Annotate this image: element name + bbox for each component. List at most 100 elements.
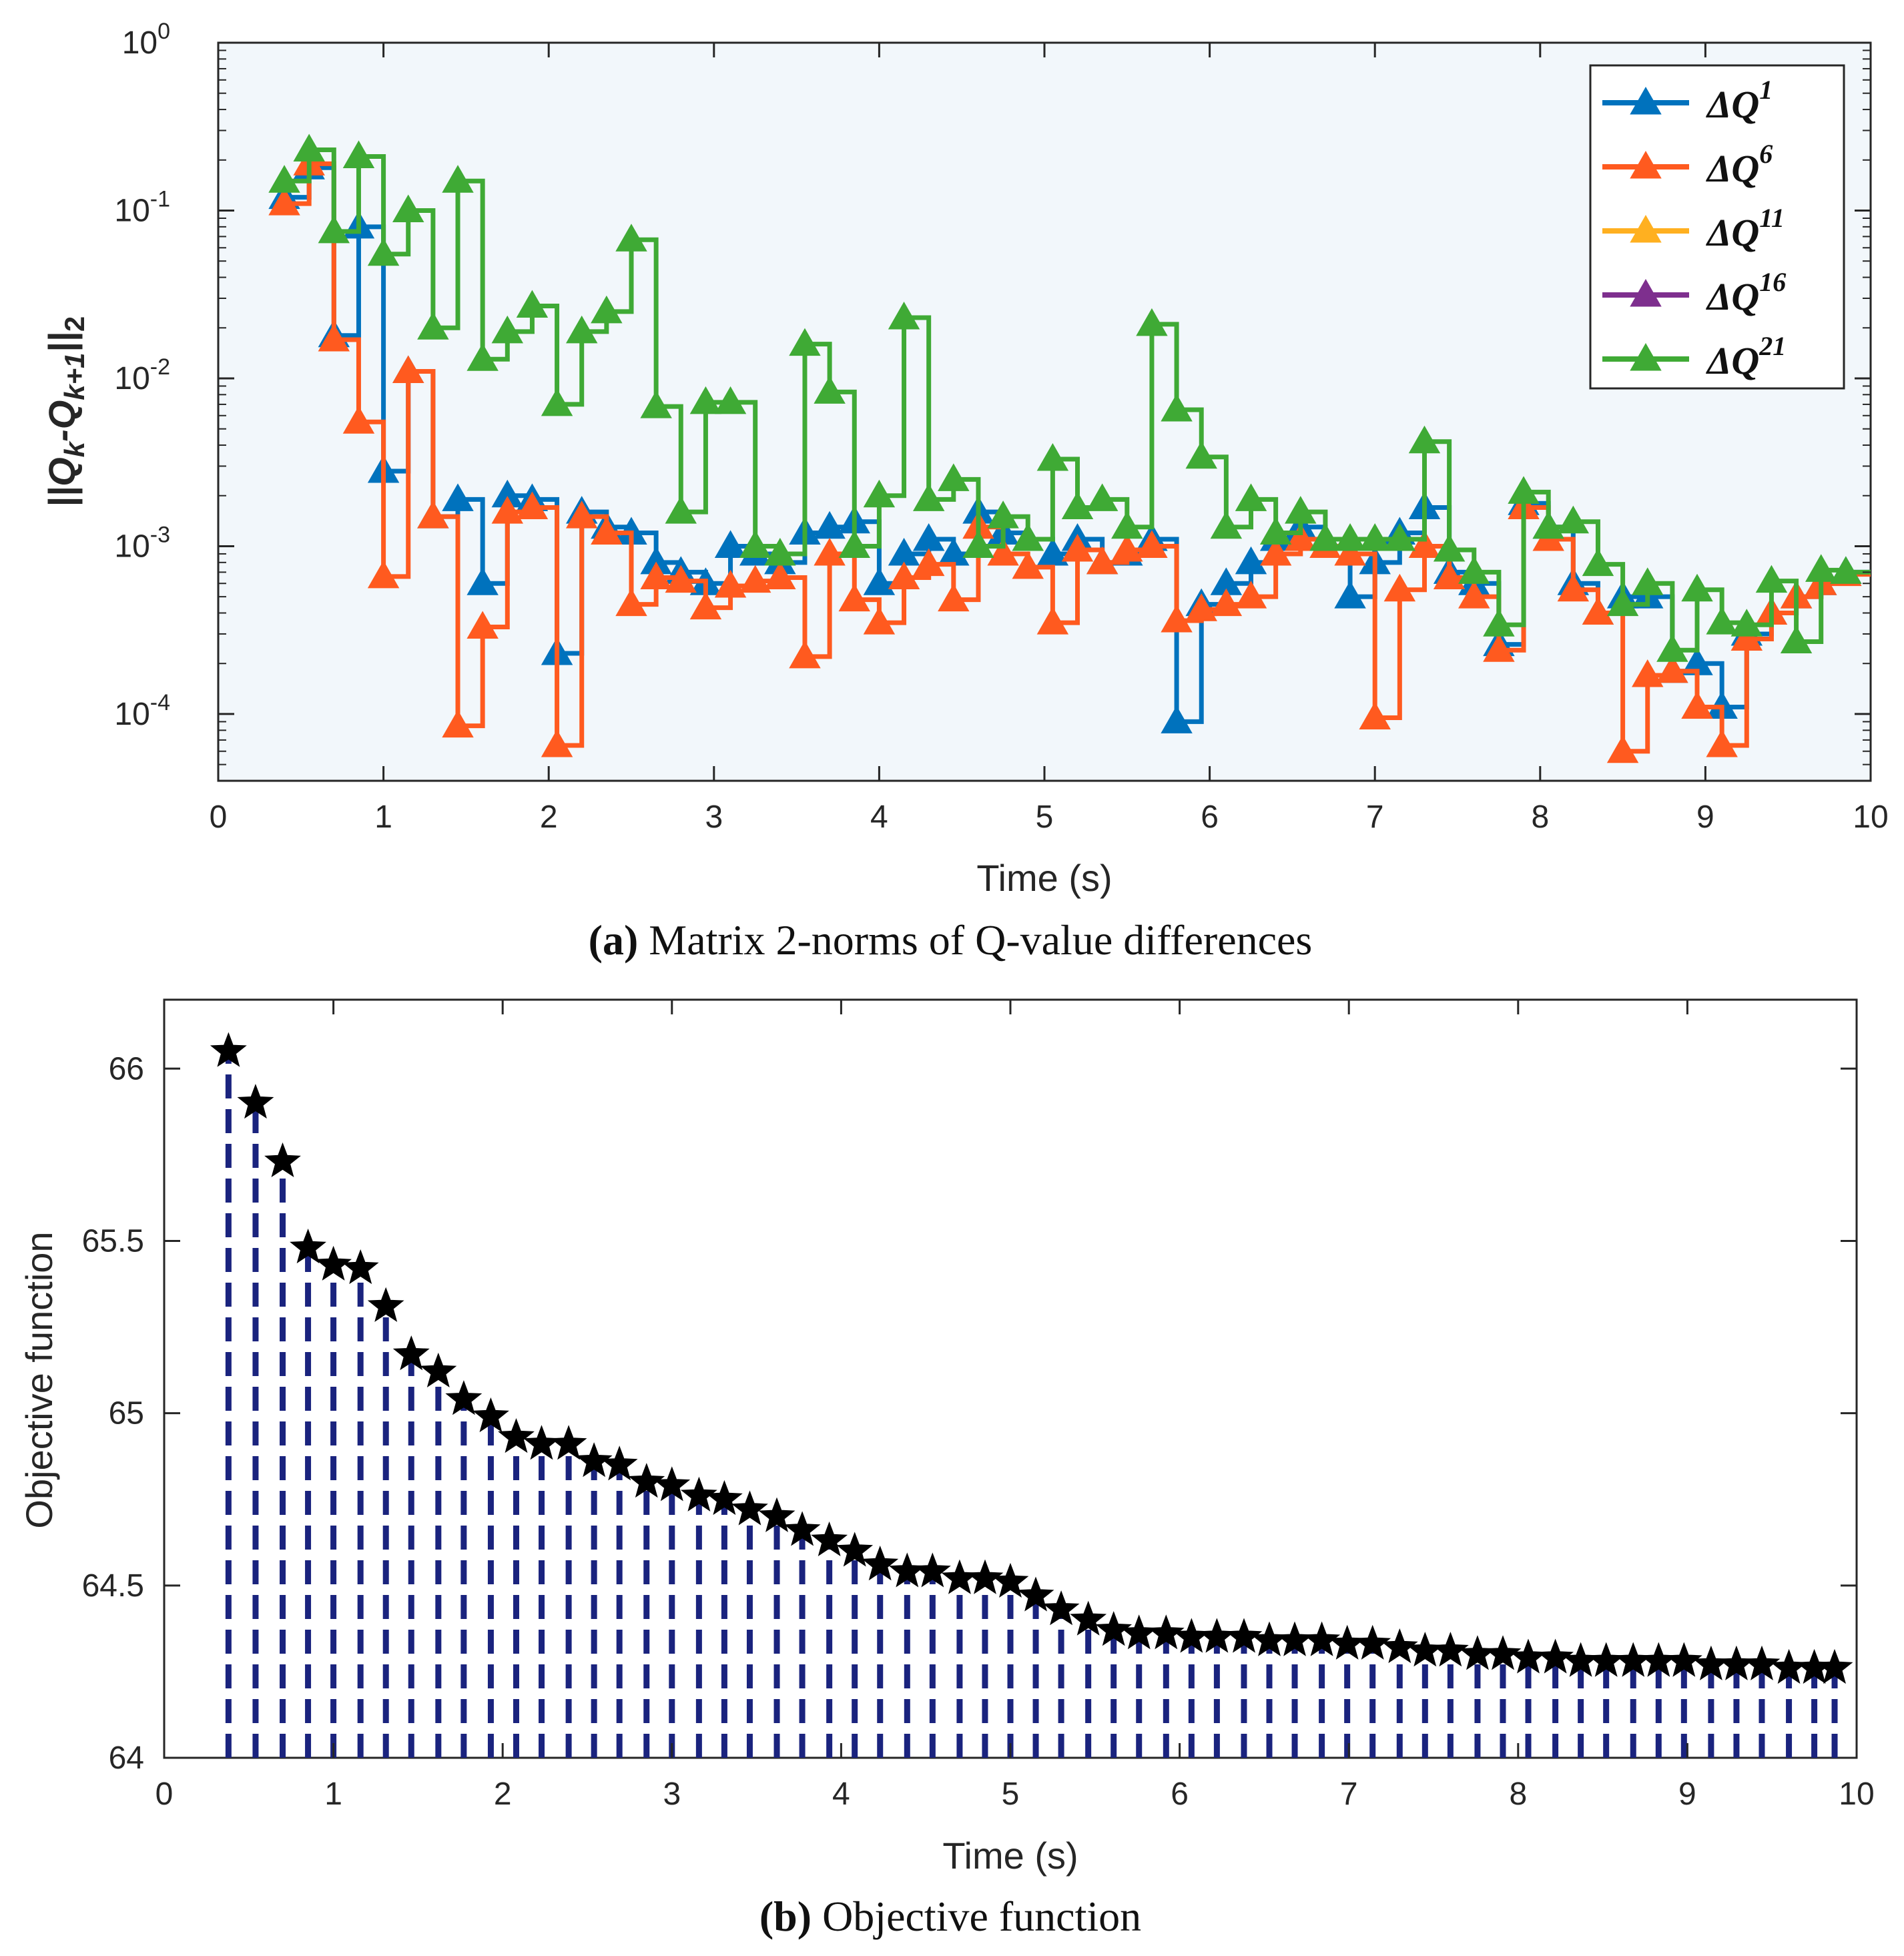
chart-a-marker (1483, 609, 1515, 637)
chart-a-marker (1259, 517, 1292, 545)
chart-a-marker (888, 561, 920, 589)
chart-a-marker (318, 323, 350, 352)
chart-b-star-marker (1303, 1621, 1341, 1656)
chart-a-marker (367, 238, 400, 266)
chart-a-marker (1309, 523, 1341, 551)
chart-a-marker (1557, 573, 1590, 602)
chart-a-marker (1285, 496, 1317, 524)
chart-a-marker (491, 315, 524, 344)
chart-a-xtick-label: 9 (1696, 799, 1714, 835)
chart-a-marker (1632, 659, 1664, 687)
chart-a-marker (1706, 729, 1738, 757)
chart-a-ytick-exponent: -3 (150, 522, 170, 547)
chart-b-ytick-label: 64 (109, 1740, 144, 1776)
chart-a-legend-label-sup: 6 (1759, 139, 1773, 169)
chart-a-marker (665, 565, 697, 593)
chart-b-xtick-label: 9 (1678, 1776, 1696, 1812)
chart-a-marker (268, 165, 300, 193)
chart-b-star-marker (783, 1511, 821, 1546)
chart-b-star-marker (367, 1287, 404, 1322)
chart-b-xtick-label: 0 (155, 1776, 174, 1812)
chart-b-star-marker (758, 1497, 796, 1532)
chart-b-star-marker (1042, 1590, 1080, 1626)
chart-a-marker (863, 567, 896, 595)
chart-b-star-marker (811, 1521, 848, 1556)
chart-a-marker (1161, 605, 1193, 633)
chart-b-star-marker (392, 1335, 430, 1371)
chart-b-star-marker (706, 1480, 743, 1516)
chart-a-marker (565, 315, 598, 344)
chart-a-xtick-label: 1 (374, 799, 392, 835)
chart-b-ytick-label: 66 (109, 1051, 144, 1086)
chart-b-ytick-label: 65.5 (82, 1223, 144, 1259)
chart-a-marker (293, 133, 325, 162)
chart-a-marker (640, 561, 672, 589)
chart-b-xtick-label: 4 (832, 1776, 850, 1812)
chart-a-marker (367, 560, 400, 589)
chart-a-marker (541, 388, 573, 416)
chart-b-star-marker (653, 1466, 691, 1502)
chart-a-ytick-label: 10-2 (114, 354, 170, 396)
chart-a-marker (1458, 556, 1490, 584)
chart-a-marker (615, 588, 647, 617)
chart-b-star-marker (1381, 1628, 1418, 1664)
chart-a-marker (516, 491, 549, 519)
chart-a-ylabel: ||Qk-Qk+1||2 (41, 316, 90, 507)
chart-a-marker (1632, 567, 1664, 595)
chart-a-marker (1061, 534, 1094, 562)
chart-b-star-marker (498, 1417, 535, 1453)
chart-a-marker (863, 607, 896, 635)
chart-a-marker (714, 569, 747, 598)
chart-a-marker (987, 537, 1019, 566)
chart-a-marker (1012, 523, 1044, 551)
chart-a-xtick-label: 10 (1853, 799, 1888, 835)
chart-a-legend-label-sup: 11 (1759, 203, 1785, 233)
chart-a-marker (987, 501, 1019, 529)
chart-a-marker (739, 565, 771, 593)
chart-a-marker (541, 729, 573, 757)
chart-a-legend-marker (1630, 342, 1662, 371)
chart-a-xtick-label: 8 (1531, 799, 1549, 835)
chart-a-marker (1656, 634, 1688, 662)
chart-b-star-marker (472, 1397, 509, 1433)
chart-a-xtick-label: 0 (210, 799, 228, 835)
chart-a-marker (764, 537, 796, 566)
chart-b-star-marker (966, 1559, 1004, 1594)
chart-a-marker (1606, 735, 1639, 763)
chart-b-star-marker (420, 1352, 457, 1387)
chart-a-marker (962, 530, 994, 558)
chart-a-marker (912, 548, 945, 577)
chart-a-marker (1334, 581, 1366, 609)
chart-a-series-dq21 (268, 133, 1871, 662)
chart-a-marker (1383, 523, 1416, 551)
chart-a-marker (1334, 537, 1366, 566)
chart-a-marker (1730, 623, 1763, 651)
chart-a-caption-text: Matrix 2-norms of Q-value differences (638, 916, 1312, 964)
chart-a-marker (442, 165, 474, 193)
chart-a-marker (1086, 483, 1119, 511)
chart-a-marker (1061, 491, 1094, 519)
chart-a-marker (442, 709, 474, 738)
chart-b-xtick-label: 6 (1171, 1776, 1189, 1812)
chart-a-marker (1036, 607, 1069, 635)
chart-b-star-marker (914, 1552, 951, 1588)
chart-b-star-marker (315, 1245, 352, 1281)
chart-a-marker (640, 390, 672, 418)
chart-a-marker (1161, 705, 1193, 733)
chart-a-marker (789, 328, 821, 356)
chart-a-marker (318, 215, 350, 244)
chart-a-marker (1755, 565, 1788, 593)
chart-a-marker (1730, 609, 1763, 637)
chart-a-caption-label: (a) (589, 916, 639, 964)
chart-a-marker (1606, 588, 1639, 617)
chart-a-marker (442, 483, 474, 511)
chart-a-marker (591, 295, 623, 324)
chart-a-marker (863, 479, 896, 508)
chart-a-ytick-label: 10-4 (114, 690, 170, 732)
chart-b-star-marker (1147, 1614, 1185, 1650)
chart-a-marker (689, 591, 722, 620)
chart-b-star-marker (1816, 1648, 1853, 1684)
chart-a-marker (714, 386, 747, 414)
chart-b-star-marker (445, 1380, 483, 1415)
